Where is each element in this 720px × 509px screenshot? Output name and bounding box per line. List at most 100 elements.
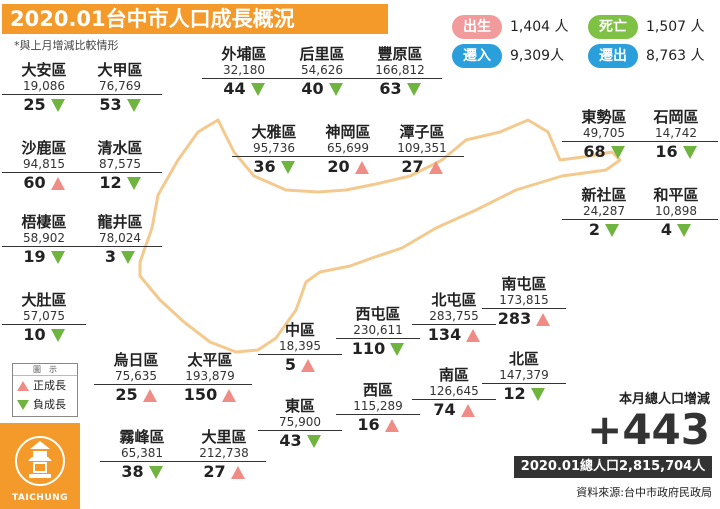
data-source: 資料來源:台中市政府民政局 — [576, 486, 712, 499]
total-population: 2020.01總人口2,815,704人 — [514, 456, 712, 478]
district-population: 49,705 — [562, 126, 646, 142]
district-name: 霧峰區 — [119, 428, 165, 446]
legend-up-label: 正成長 — [33, 379, 66, 392]
births-stat: 出生 1,404 人 — [452, 15, 602, 39]
decrease-triangle-icon — [17, 399, 29, 410]
district-name: 中區 — [284, 321, 315, 339]
decrease-triangle-icon — [126, 98, 141, 112]
district-bei: 北區 147,379 12 — [482, 350, 566, 404]
move-in-badge: 遷入 — [452, 44, 502, 68]
district-change: 38 — [121, 462, 144, 481]
district-population: 87,575 — [78, 157, 162, 173]
district-change: 10 — [23, 325, 46, 344]
district-change: 36 — [253, 157, 276, 176]
district-heping: 和平區 10,898 4 — [634, 186, 718, 240]
district-name: 南區 — [438, 366, 469, 384]
increase-triangle-icon — [301, 358, 316, 372]
total-change-value: +443 — [587, 405, 710, 454]
district-name: 大里區 — [201, 428, 247, 446]
district-population: 14,742 — [634, 126, 718, 142]
deaths-badge: 死亡 — [588, 15, 638, 39]
legend: 圖示 正成長 負成長 — [12, 363, 78, 417]
decrease-triangle-icon — [406, 82, 421, 96]
district-change: 5 — [284, 355, 297, 374]
district-population: 75,635 — [94, 369, 178, 385]
district-change: 19 — [23, 247, 46, 266]
district-population: 230,611 — [336, 323, 420, 339]
district-wufeng: 霧峰區 65,381 38 — [100, 428, 184, 482]
district-change: 74 — [433, 400, 456, 419]
decrease-triangle-icon — [121, 250, 136, 264]
decrease-triangle-icon — [50, 328, 65, 342]
district-wuri: 烏日區 75,635 25 — [94, 351, 178, 405]
decrease-triangle-icon — [280, 160, 295, 174]
births-value: 1,404 人 — [510, 19, 569, 35]
district-name: 東勢區 — [581, 108, 627, 126]
district-change: 43 — [279, 431, 302, 450]
district-change: 27 — [401, 157, 424, 176]
district-name: 東區 — [284, 397, 315, 415]
district-change: 283 — [497, 309, 532, 328]
district-change: 44 — [223, 79, 246, 98]
district-change: 12 — [99, 173, 122, 192]
district-change: 16 — [357, 415, 380, 434]
district-change: 150 — [183, 385, 218, 404]
increase-triangle-icon — [230, 465, 245, 479]
district-name: 大雅區 — [251, 123, 297, 141]
district-name: 豐原區 — [377, 45, 423, 63]
increase-triangle-icon — [466, 328, 481, 342]
district-name: 北屯區 — [431, 291, 477, 309]
move-in-stat: 遷入 9,309人 — [452, 44, 602, 68]
district-waipu: 外埔區 32,180 44 — [202, 45, 286, 99]
district-population: 78,024 — [78, 231, 162, 247]
increase-triangle-icon — [142, 388, 157, 402]
taichung-tower-icon — [15, 436, 65, 486]
district-change: 4 — [660, 220, 673, 239]
move-in-value: 9,309人 — [510, 48, 565, 64]
district-name: 北區 — [508, 350, 539, 368]
district-population: 173,815 — [482, 293, 566, 309]
district-change: 3 — [104, 247, 117, 266]
increase-triangle-icon — [460, 403, 475, 417]
district-name: 神岡區 — [325, 123, 371, 141]
district-population: 32,180 — [202, 63, 286, 79]
district-name: 西區 — [362, 381, 393, 399]
district-population: 212,738 — [182, 446, 266, 462]
decrease-triangle-icon — [306, 434, 321, 448]
district-population: 193,879 — [168, 369, 252, 385]
district-dali: 大里區 212,738 27 — [182, 428, 266, 482]
district-qingshui: 清水區 87,575 12 — [78, 139, 162, 193]
district-name: 大甲區 — [97, 61, 143, 79]
district-change: 16 — [655, 142, 678, 161]
district-population: 24,287 — [562, 204, 646, 220]
district-population: 10,898 — [634, 204, 718, 220]
district-change: 2 — [588, 220, 601, 239]
district-population: 126,645 — [412, 384, 496, 400]
district-change: 60 — [23, 173, 46, 192]
decrease-triangle-icon — [50, 98, 65, 112]
district-change: 68 — [583, 142, 606, 161]
increase-triangle-icon — [536, 312, 551, 326]
district-dongshi: 東勢區 49,705 68 — [562, 108, 646, 162]
district-name: 龍井區 — [97, 213, 143, 231]
district-name: 新社區 — [581, 186, 627, 204]
district-nantun: 南屯區 173,815 283 — [482, 275, 566, 329]
increase-triangle-icon — [17, 380, 29, 391]
district-change: 12 — [503, 384, 526, 403]
district-change: 27 — [203, 462, 226, 481]
district-shengang: 神岡區 65,699 20 — [306, 123, 390, 177]
district-dong: 東區 75,900 43 — [258, 397, 342, 451]
district-population: 147,379 — [482, 368, 566, 384]
district-name: 太平區 — [187, 351, 233, 369]
district-name: 和平區 — [653, 186, 699, 204]
district-name: 后里區 — [299, 45, 345, 63]
district-xinshe: 新社區 24,287 2 — [562, 186, 646, 240]
decrease-triangle-icon — [390, 342, 405, 356]
district-population: 57,075 — [2, 309, 86, 325]
total-change-label: 本月總人口增減 — [618, 392, 710, 407]
comparison-note: *與上月增減比較情形 — [14, 39, 119, 52]
district-shigang: 石岡區 14,742 16 — [634, 108, 718, 162]
district-name: 烏日區 — [113, 351, 159, 369]
district-name: 外埔區 — [221, 45, 267, 63]
district-name: 西屯區 — [355, 305, 401, 323]
